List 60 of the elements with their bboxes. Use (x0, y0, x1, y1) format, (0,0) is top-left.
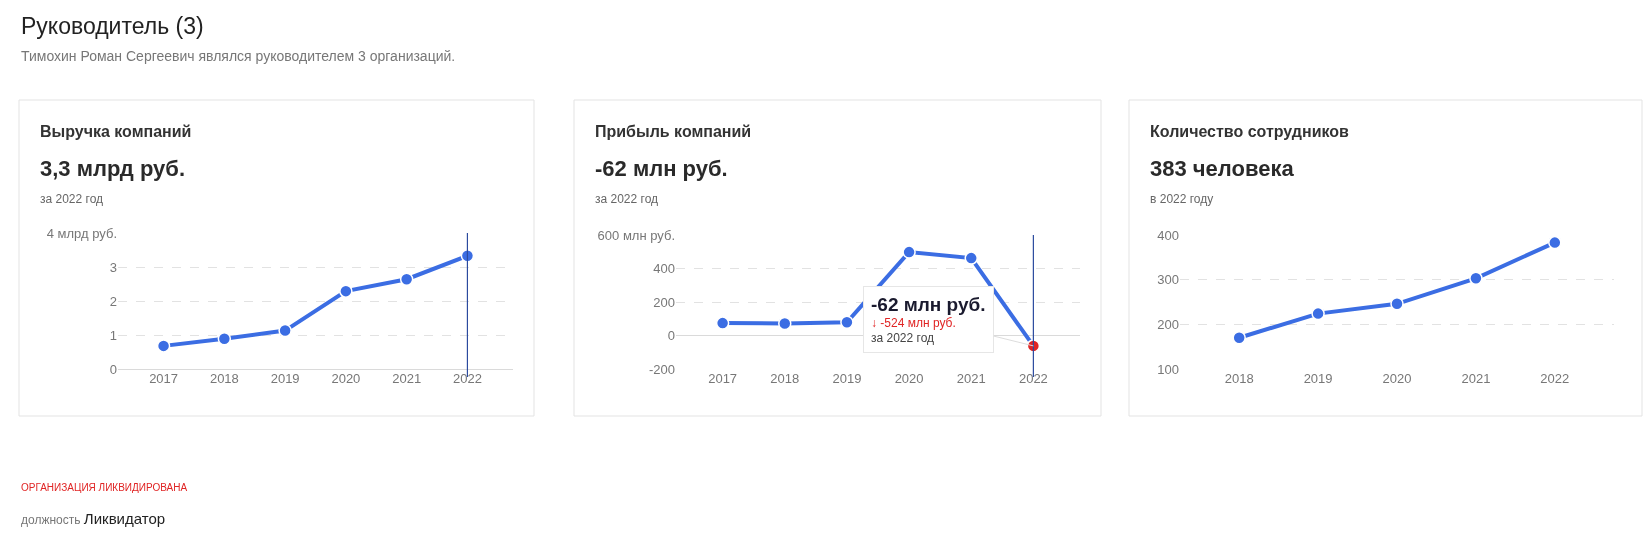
y-tick-label: 3 (109, 259, 117, 275)
point (1390, 297, 1404, 311)
y-tick-label: 200 (1157, 316, 1179, 332)
text: Руководитель (3) (21, 13, 204, 39)
x-tick-label: 2018 (770, 371, 800, 386)
x-tick-label: 2020 (894, 371, 924, 386)
x-tick-label: 2022 (452, 371, 482, 386)
chart-subtitle: 3,3 млрд руб. (40, 156, 185, 181)
point (964, 251, 978, 265)
text: Тимохин Роман Сергеевич являлся руководителем 3 организаций. (21, 48, 456, 64)
y-tick-label: 400 (1157, 227, 1179, 243)
text: в 2022 году (1150, 192, 1214, 206)
y-tick-label: 2 (109, 293, 117, 309)
x-tick-label: 2019 (1303, 371, 1333, 386)
point (1548, 235, 1562, 250)
annotation: -62 млн руб. ↓ -524 млн руб. за 2022 год (871, 294, 986, 346)
y-tick-label: 100 (1157, 361, 1179, 377)
x-tick-label: 2021 (956, 371, 986, 386)
point (902, 245, 916, 259)
point (156, 339, 171, 353)
point (278, 323, 292, 338)
y-tick-label: 0 (109, 361, 117, 377)
x-tick-label: 2022 (1540, 371, 1570, 386)
y-tick-label: 4 млрд руб. (46, 225, 117, 241)
x-tick-label: 2019 (832, 371, 862, 386)
point (339, 284, 353, 298)
x-tick-label: 2021 (392, 371, 422, 386)
y-tick-label: 300 (1157, 272, 1179, 288)
x-tick-label: 2020 (331, 371, 361, 386)
x-tick-label: 2018 (209, 371, 239, 386)
y-tick-label: 1 (109, 327, 117, 343)
x-tick-label: 2022 (1018, 371, 1048, 386)
point (217, 331, 232, 346)
point (778, 316, 792, 331)
point (1232, 330, 1246, 345)
chart-title: Прибыль компаний (595, 123, 752, 140)
point (1469, 271, 1483, 286)
text: за 2022 год (595, 192, 659, 206)
point (399, 272, 414, 286)
x-tick-label: 2019 (270, 371, 300, 386)
chart-title: Выручка компаний (40, 123, 192, 140)
x-tick-label: 2020 (1382, 371, 1412, 386)
x-tick-label: 2017 (149, 371, 179, 386)
y-tick-label: 600 млн руб. (597, 227, 675, 243)
text: за 2022 год (40, 192, 104, 206)
y-tick-label: 200 (653, 294, 675, 310)
y-tick-label: 0 (667, 328, 675, 344)
point (840, 315, 854, 330)
chart-subtitle: -62 млн руб. (595, 156, 728, 181)
chart-title: Количество сотрудников (1150, 123, 1350, 140)
text: должность Ликвидатор (21, 510, 166, 527)
x-tick-label: 2017 (708, 371, 738, 386)
point (715, 316, 730, 330)
chart-subtitle: 383 человека (1150, 156, 1295, 181)
y-tick-label: -200 (648, 361, 675, 377)
point (1311, 306, 1325, 321)
x-tick-label: 2021 (1461, 371, 1491, 386)
text: ОРГАНИЗАЦИЯ ЛИКВИДИРОВАНА (21, 482, 188, 493)
x-tick-label: 2018 (1224, 371, 1254, 386)
y-tick-label: 400 (653, 261, 675, 277)
